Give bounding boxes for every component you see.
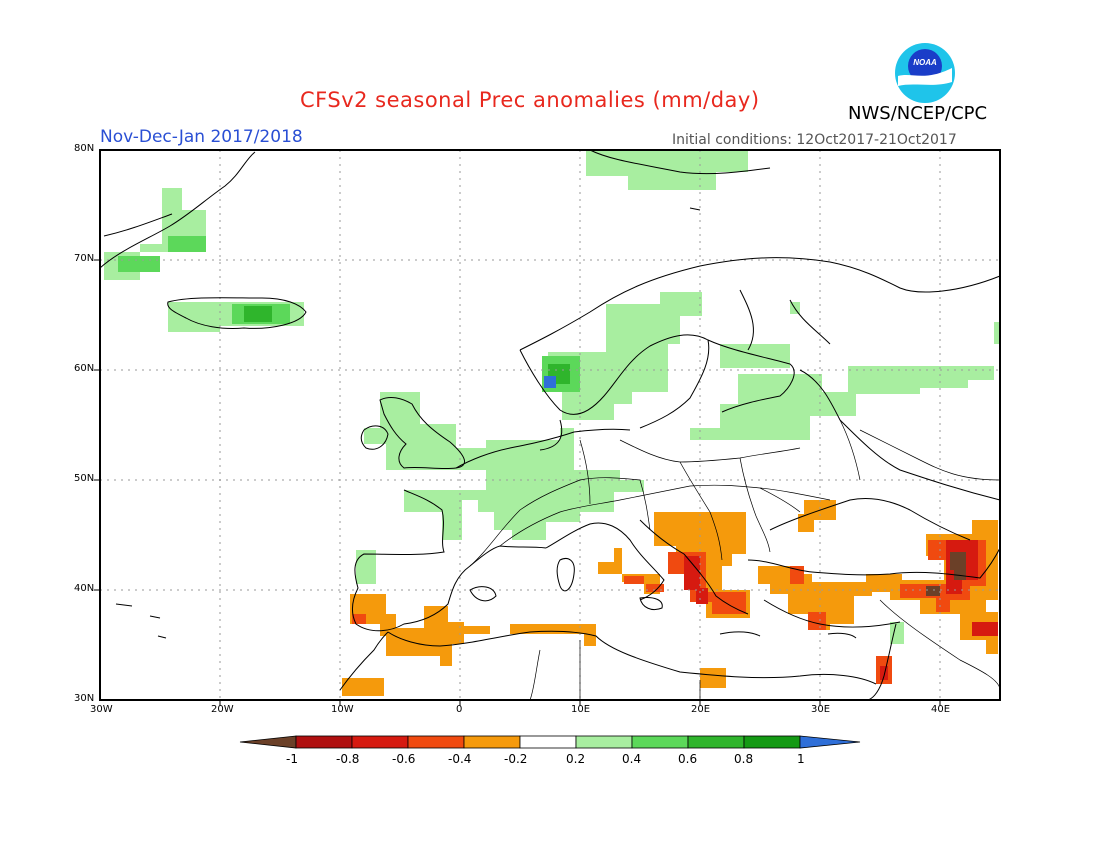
anomaly-caucasus-max [950,552,966,580]
anomaly-caucasus-max2 [926,586,940,596]
anomaly-norway-max [544,376,556,388]
lon-tick-20e: 20E [691,704,711,715]
anomaly-israel-peak [880,666,888,680]
colorbar [239,735,861,749]
colorbar-bin-4 [463,735,521,749]
lon-tick-40e: 40E [931,704,951,715]
anomaly-morocco-south [342,678,384,696]
anomaly-western-europe [404,428,644,540]
colorbar-above-arrow [799,735,861,749]
anomaly-iceland-peak [244,306,272,322]
anomaly-turkey-sw [808,612,826,630]
anomaly-levant [890,622,904,644]
lon-tick-30w: 30W [90,704,113,715]
anomaly-libya [700,668,726,688]
anomaly-turkey [758,566,902,630]
initial-conditions-label: Initial conditions: 12Oct2017-21Oct2017 [672,132,957,148]
colorbar-label-06: 0.6 [678,752,698,766]
lat-tick-40n: 40N [74,583,95,594]
anomaly-scandinavia [548,292,702,420]
colorbar-label-neg02: -0.2 [504,752,528,766]
colorbar-label-neg1: -1 [286,752,298,766]
anomaly-iberia-nw [356,550,376,584]
colorbar-label-04: 0.4 [622,752,642,766]
anomaly-british-isles [364,392,488,470]
anomaly-iran-peak [972,622,998,636]
lon-tick-10w: 10W [331,704,354,715]
anomaly-albania-peak [684,556,708,604]
anomaly-tunisia [510,624,596,646]
lon-tick-20w: 20W [211,704,234,715]
anomaly-russia-edge [994,322,1000,344]
anomaly-svalbard [586,150,748,190]
anomaly-iberia-south-strong [352,614,366,624]
tick-marks [94,259,941,706]
colorbar-bin-5 [519,735,577,749]
colorbar-label-neg06: -0.6 [392,752,416,766]
anomaly-greenland-strong [118,256,160,272]
colorbar-bin-2 [351,735,409,749]
anomaly-greenland-mid [168,236,206,252]
lat-tick-60n: 60N [74,363,95,374]
lon-tick-0: 0 [456,704,463,715]
colorbar-label-neg04: -0.4 [448,752,472,766]
lon-tick-10e: 10E [571,704,591,715]
logo-text: NOAA [913,58,937,67]
noaa-logo: NOAA [895,43,955,103]
graticule [100,150,1000,700]
colorbar-label-02: 0.2 [566,752,586,766]
colorbar-below-arrow [239,735,297,749]
map-frame [99,149,1001,701]
colorbar-bin-3 [407,735,465,749]
lat-tick-70n: 70N [74,253,95,264]
agency-label: NWS/NCEP/CPC [848,103,988,124]
lat-tick-30n: 30N [74,693,95,704]
anomaly-baltic [690,374,856,440]
anomaly-italy-south [624,576,644,584]
colorbar-bin-6 [575,735,633,749]
colorbar-label-neg08: -0.8 [336,752,360,766]
anomaly-russia [848,366,994,394]
borders [469,419,1001,701]
anomaly-north-africa [386,606,490,666]
season-label: Nov-Dec-Jan 2017/2018 [100,127,303,147]
lat-tick-50n: 50N [74,473,95,484]
coastlines [99,149,1001,701]
colorbar-bin-7 [631,735,689,749]
anomaly-cells [104,150,1000,696]
colorbar-label-08: 0.8 [734,752,754,766]
lon-tick-30e: 30E [811,704,831,715]
anomaly-iberia-south [350,594,396,636]
colorbar-bin-1 [295,735,353,749]
colorbar-bin-8 [687,735,745,749]
anomaly-italy [598,548,660,594]
lat-tick-80n: 80N [74,143,95,154]
map-title: CFSv2 seasonal Prec anomalies (mm/day) [300,88,760,112]
colorbar-bin-9 [743,735,801,749]
colorbar-label-1: 1 [797,752,805,766]
